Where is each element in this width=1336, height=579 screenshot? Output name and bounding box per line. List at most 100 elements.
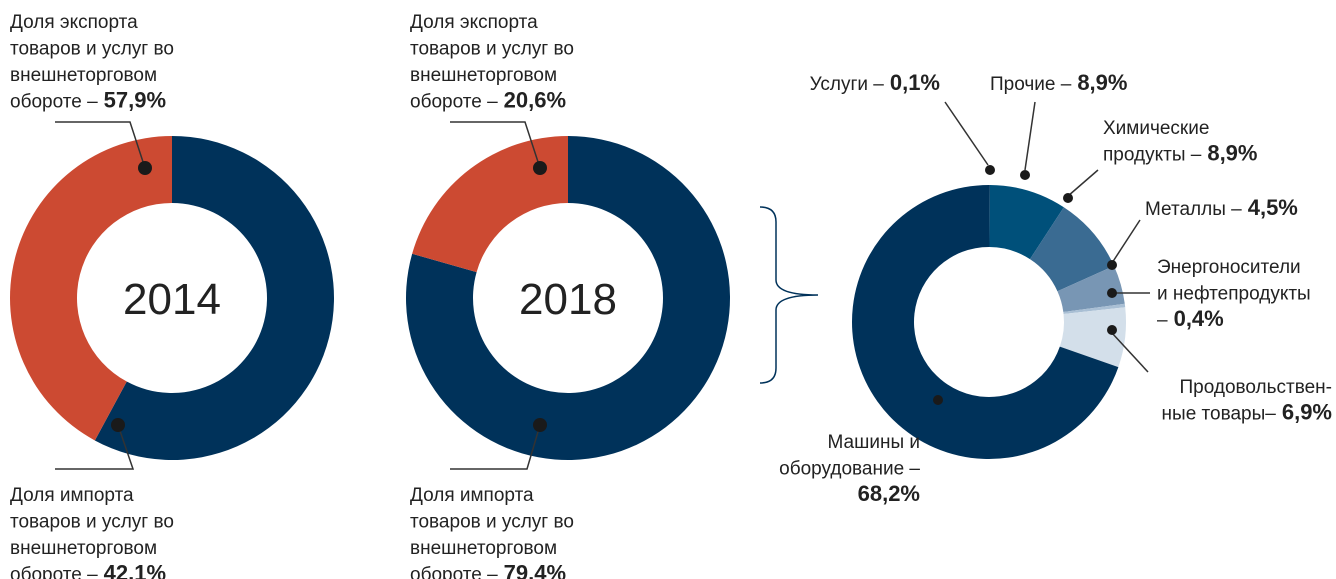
label-text: Машины и xyxy=(827,432,920,453)
label-line: внешнеторговом xyxy=(10,65,157,86)
label-text: внешнеторговом xyxy=(410,538,557,559)
slice xyxy=(989,185,990,248)
label-text: товаров и услуг во xyxy=(10,512,174,533)
label-line: обороте – 57,9% xyxy=(10,88,166,113)
slice xyxy=(1063,303,1126,314)
label-text: внешнеторговом xyxy=(10,538,157,559)
value-label: 79,4% xyxy=(504,561,566,579)
value-label: 42,1% xyxy=(104,561,166,579)
value-label: 20,6% xyxy=(504,88,566,113)
label-text: Продовольствен- xyxy=(1179,377,1332,398)
label-text: Доля импорта xyxy=(410,485,534,506)
label-text: – xyxy=(1157,310,1168,331)
dot xyxy=(533,161,547,175)
connectors xyxy=(55,101,1150,470)
label-line: Энергоносители xyxy=(1157,257,1301,278)
label-text: обороте – xyxy=(10,565,98,579)
label-text: Энергоносители xyxy=(1157,257,1301,278)
label-text: внешнеторговом xyxy=(10,65,157,86)
dot xyxy=(1107,325,1117,335)
center-label: 2018 xyxy=(519,275,617,324)
label-text: товаров и услуг во xyxy=(410,512,574,533)
connector xyxy=(450,424,541,470)
slice xyxy=(989,185,1064,260)
label-text: продукты – xyxy=(1103,145,1202,166)
dot xyxy=(933,395,943,405)
connector xyxy=(55,121,146,169)
label-line: продукты –8,9% xyxy=(1103,141,1257,166)
slice xyxy=(1059,307,1126,368)
label-text: оборудование – xyxy=(779,459,920,480)
label-line: Доля импорта xyxy=(410,485,534,506)
dot xyxy=(1063,193,1073,203)
value-label: 0,1% xyxy=(890,70,940,95)
dot xyxy=(1107,260,1117,270)
dot xyxy=(111,418,125,432)
label-text: Металлы – xyxy=(1145,199,1242,220)
label-line: внешнеторговом xyxy=(410,65,557,86)
connector xyxy=(55,424,135,470)
label-line: обороте – 42,1% xyxy=(10,561,166,579)
label-line: Доля экспорта xyxy=(410,12,538,33)
label-line: Металлы – 4,5% xyxy=(1145,195,1298,220)
label-line: Услуги –0,1% xyxy=(810,70,940,95)
connector xyxy=(944,101,989,166)
value-label: 4,5% xyxy=(1248,195,1298,220)
label-text: обороте – xyxy=(410,92,498,113)
label-text: товаров и услуг во xyxy=(410,39,574,60)
connector xyxy=(450,121,541,169)
label-text: товаров и услуг во xyxy=(10,39,174,60)
label-line: товаров и услуг во xyxy=(10,512,174,533)
label-line: обороте – 79,4% xyxy=(410,561,566,579)
value-label: 68,2% xyxy=(858,481,920,506)
label-line: внешнеторговом xyxy=(410,538,557,559)
connector xyxy=(1111,219,1141,264)
label-line: товаров и услуг во xyxy=(10,39,174,60)
label-line: товаров и услуг во xyxy=(410,39,574,60)
label-line: обороте – 20,6% xyxy=(410,88,566,113)
slice xyxy=(10,136,173,441)
label-text: ные товары– xyxy=(1162,404,1277,425)
value-label: 0,4% xyxy=(1174,306,1224,331)
label-line: Доля экспорта xyxy=(10,12,138,33)
label-line: Химические xyxy=(1103,118,1209,139)
dot xyxy=(1107,288,1117,298)
label-line: Прочие –8,9% xyxy=(990,70,1127,95)
label-line: оборудование – xyxy=(779,459,920,480)
label-line: и нефтепродукты xyxy=(1157,284,1311,305)
value-label: 57,9% xyxy=(104,88,166,113)
slices xyxy=(10,136,1126,460)
label-line: Продовольствен- xyxy=(1179,377,1332,398)
value-label: 8,9% xyxy=(1207,141,1257,166)
label-text: Химические xyxy=(1103,118,1209,139)
connector xyxy=(1024,101,1036,171)
dot xyxy=(985,165,995,175)
label-text: Услуги – xyxy=(810,74,885,95)
label-line: товаров и услуг во xyxy=(410,512,574,533)
dot xyxy=(533,418,547,432)
bracket xyxy=(759,206,819,384)
center-label: 2014 xyxy=(123,275,221,324)
label-text: Доля экспорта xyxy=(410,12,538,33)
slice xyxy=(1029,207,1114,292)
slice xyxy=(851,184,1119,459)
label-line: Доля импорта xyxy=(10,485,134,506)
value-label: 8,9% xyxy=(1077,70,1127,95)
value-label: 6,9% xyxy=(1282,400,1332,425)
label-text: обороте – xyxy=(10,92,98,113)
label-text: Прочие – xyxy=(990,74,1072,95)
connector xyxy=(1067,169,1099,197)
slice xyxy=(412,136,568,273)
label-text: Доля экспорта xyxy=(10,12,138,33)
label-text: Доля импорта xyxy=(10,485,134,506)
connector xyxy=(1111,332,1149,373)
label-line: ные товары– 6,9% xyxy=(1162,400,1332,425)
label-line: –0,4% xyxy=(1157,306,1224,331)
slice xyxy=(1057,265,1125,313)
dot xyxy=(138,161,152,175)
slice xyxy=(94,136,334,460)
label-line: внешнеторговом xyxy=(10,538,157,559)
slice xyxy=(406,136,730,460)
label-text: обороте – xyxy=(410,565,498,579)
